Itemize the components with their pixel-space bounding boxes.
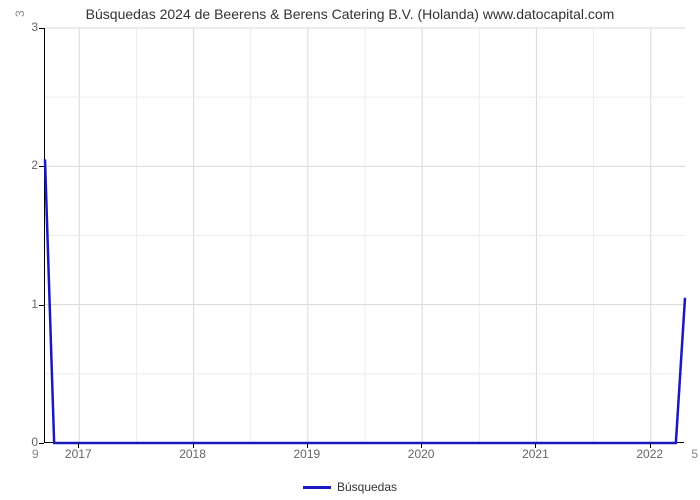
x-tick-label: 2020 [408, 447, 435, 461]
x-tick-label: 2018 [179, 447, 206, 461]
y-tick-mark [39, 166, 44, 167]
line-chart: Búsquedas 2024 de Beerens & Berens Cater… [0, 0, 700, 500]
corner-label-top-left: 3 [13, 10, 27, 17]
x-tick-mark [535, 443, 536, 448]
y-tick-mark [39, 28, 44, 29]
x-tick-mark [650, 443, 651, 448]
y-tick-label: 1 [8, 297, 38, 311]
corner-label-bottom-left: 9 [32, 447, 39, 461]
x-tick-label: 2017 [65, 447, 92, 461]
y-tick-mark [39, 443, 44, 444]
plot-area [44, 28, 684, 443]
y-tick-mark [39, 305, 44, 306]
corner-label-bottom-right: 5 [691, 447, 698, 461]
x-tick-mark [421, 443, 422, 448]
y-tick-label: 3 [8, 20, 38, 34]
x-tick-mark [78, 443, 79, 448]
x-tick-label: 2019 [293, 447, 320, 461]
chart-title: Búsquedas 2024 de Beerens & Berens Cater… [0, 6, 700, 22]
legend: Búsquedas [0, 479, 700, 494]
x-tick-mark [307, 443, 308, 448]
x-tick-label: 2022 [636, 447, 663, 461]
x-tick-mark [193, 443, 194, 448]
y-tick-label: 2 [8, 158, 38, 172]
x-tick-label: 2021 [522, 447, 549, 461]
legend-label: Búsquedas [337, 480, 397, 494]
legend-swatch [303, 486, 331, 489]
